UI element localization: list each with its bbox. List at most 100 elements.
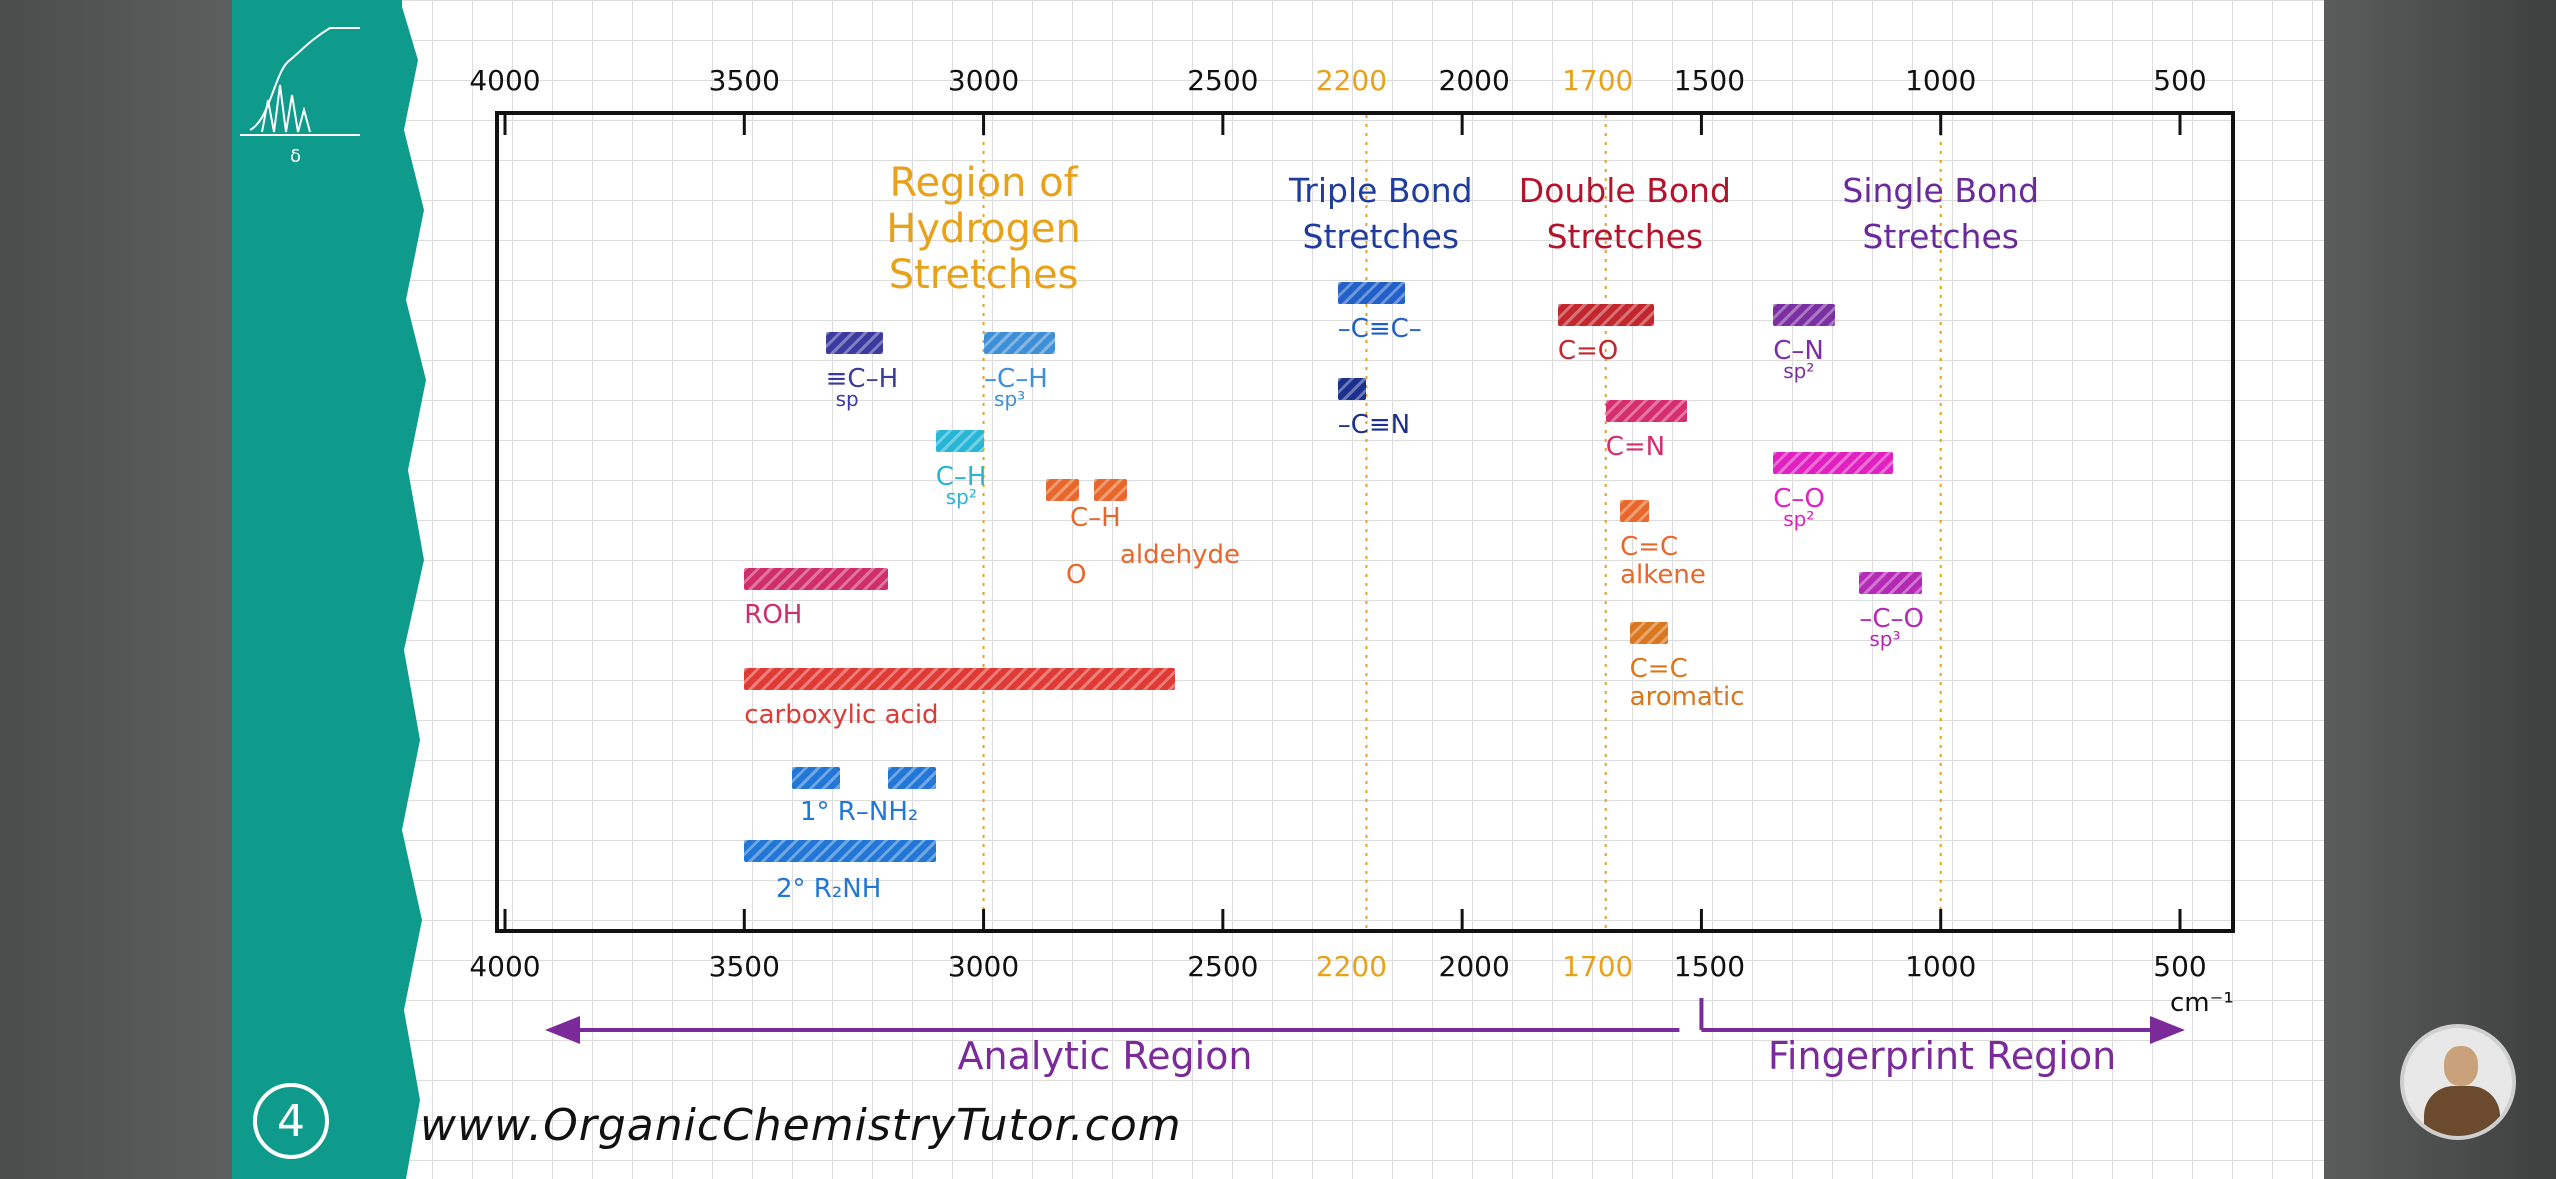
group-title-line: Single Bond [1842, 171, 2040, 210]
left-margin [0, 0, 232, 1179]
band-sp3-ch [984, 332, 1056, 354]
band-c-o-sp3 [1859, 572, 1922, 594]
group-title-line: Triple Bond [1288, 171, 1473, 210]
aldehyde-name: aldehyde [1120, 540, 1241, 570]
step-number-badge: 4 [253, 1083, 329, 1159]
avatar-head [2444, 1046, 2478, 1086]
group-title-line: Stretches [1546, 217, 1704, 256]
fingerprint-arrowhead [2150, 1016, 2185, 1044]
band-sublabel-alkene: alkene [1620, 560, 1706, 590]
band-carbonyl [1557, 304, 1654, 326]
band-nitrile [1337, 378, 1367, 400]
band-label-c-o-sp2: C–O [1773, 484, 1825, 514]
band-amine-1b [887, 767, 936, 789]
tick-label-3500: 3500 [708, 950, 780, 983]
fingerprint-region-label: Fingerprint Region [1767, 1034, 2117, 1078]
grid-paper [232, 0, 2324, 1179]
band-label-alkyne: –C≡C– [1337, 314, 1422, 344]
analytic-region-label: Analytic Region [957, 1034, 1253, 1078]
logo-text: δ [290, 146, 301, 167]
band-label-sp3-ch: –C–H [984, 364, 1048, 394]
band-sublabel-sp-ch: sp [835, 387, 859, 411]
group-title-line: Hydrogen [886, 206, 1081, 252]
group-title-line: Region of [889, 160, 1078, 206]
tick-label-1500: 1500 [1673, 64, 1746, 97]
aldehyde-formula: C–H [1070, 503, 1121, 533]
group-title-line: Double Bond [1518, 171, 1731, 210]
group-title-hydrogen: Region of Hydrogen Stretches [886, 160, 1081, 298]
band-label-alkene: C=C [1620, 532, 1679, 562]
band-sublabel-aromatic: aromatic [1629, 682, 1745, 712]
band-sp2-ch [935, 430, 984, 452]
band-c-n [1773, 304, 1836, 326]
right-margin [2324, 0, 2556, 1179]
band-amine-1a [792, 767, 840, 789]
band-label-roh: ROH [744, 600, 803, 630]
band-sublabel-c-n: sp² [1783, 359, 1815, 383]
band-label-c-n: C–N [1773, 336, 1824, 366]
band-c-o-sp2 [1773, 452, 1893, 474]
band-label-sp2-ch: C–H [935, 462, 987, 492]
band-label-carbonyl: C=O [1557, 336, 1619, 366]
tick-label-2500: 2500 [1187, 64, 1259, 97]
band-imine [1605, 400, 1688, 422]
band-sp-ch [825, 332, 884, 354]
tick-label-3500: 3500 [708, 64, 780, 97]
avatar-body [2424, 1086, 2500, 1136]
tick-label-1500: 1500 [1673, 950, 1746, 983]
group-title-double: Double Bond Stretches [1519, 168, 1731, 260]
group-title-line: Stretches [888, 252, 1079, 298]
band-roh [744, 568, 888, 590]
tick-label-4000: 4000 [469, 64, 541, 97]
analytic-arrowhead [545, 1016, 580, 1044]
secondary-amine-label: 2° R₂NH [776, 874, 882, 904]
tick-label-2000: 2000 [1438, 64, 1510, 97]
band-alkene [1620, 500, 1649, 522]
band-aldehyde-1 [1045, 479, 1080, 501]
tick-label-3000: 3000 [947, 950, 1020, 983]
tick-label-2000: 2000 [1438, 950, 1510, 983]
band-label-carboxylic-acid: carboxylic acid [744, 700, 939, 730]
group-title-line: Stretches [1302, 217, 1460, 256]
tick-label-1000: 1000 [1905, 64, 1977, 97]
group-title-line: Stretches [1862, 217, 2019, 256]
tick-label-4000: 4000 [469, 950, 541, 983]
band-aromatic [1629, 622, 1668, 644]
teal-paint-strip [232, 0, 402, 1179]
band-sublabel-c-o-sp3: sp³ [1869, 627, 1901, 651]
primary-amine-label: 1° R–NH₂ [800, 797, 919, 827]
band-label-c-o-sp3: –C–O [1859, 604, 1924, 634]
band-carboxylic-acid [744, 668, 1175, 690]
tick-label-1700: 1700 [1562, 64, 1634, 97]
aldehyde-oxygen: O [1066, 560, 1087, 590]
tick-label-2500: 2500 [1187, 950, 1259, 983]
group-title-triple: Triple Bond Stretches [1289, 168, 1473, 260]
band-label-imine: C=N [1605, 432, 1666, 462]
tick-label-3000: 3000 [947, 64, 1020, 97]
band-sublabel-sp2-ch: sp² [945, 485, 977, 509]
band-label-aromatic: C=C [1629, 654, 1688, 684]
tick-label-500: 500 [2153, 950, 2207, 983]
band-amine-2 [744, 840, 936, 862]
tick-label-2200: 2200 [1315, 64, 1388, 97]
axis-unit: cm⁻¹ [2170, 988, 2234, 1018]
band-label-nitrile: –C≡N [1337, 410, 1411, 440]
group-title-single: Single Bond Stretches [1842, 168, 2039, 260]
site-url[interactable]: www.OrganicChemistryTutor.com [420, 1100, 1182, 1151]
tick-label-500: 500 [2153, 64, 2207, 97]
presenter-avatar[interactable] [2400, 1024, 2516, 1140]
tick-label-1000: 1000 [1905, 950, 1977, 983]
tick-label-1700: 1700 [1562, 950, 1634, 983]
band-label-sp-ch: ≡C–H [825, 364, 899, 394]
spectrum-frame [495, 111, 2235, 933]
tick-label-2200: 2200 [1315, 950, 1388, 983]
band-aldehyde-2 [1093, 479, 1128, 501]
band-alkyne [1337, 282, 1405, 304]
band-sublabel-sp3-ch: sp³ [994, 387, 1026, 411]
band-sublabel-c-o-sp2: sp² [1783, 507, 1815, 531]
